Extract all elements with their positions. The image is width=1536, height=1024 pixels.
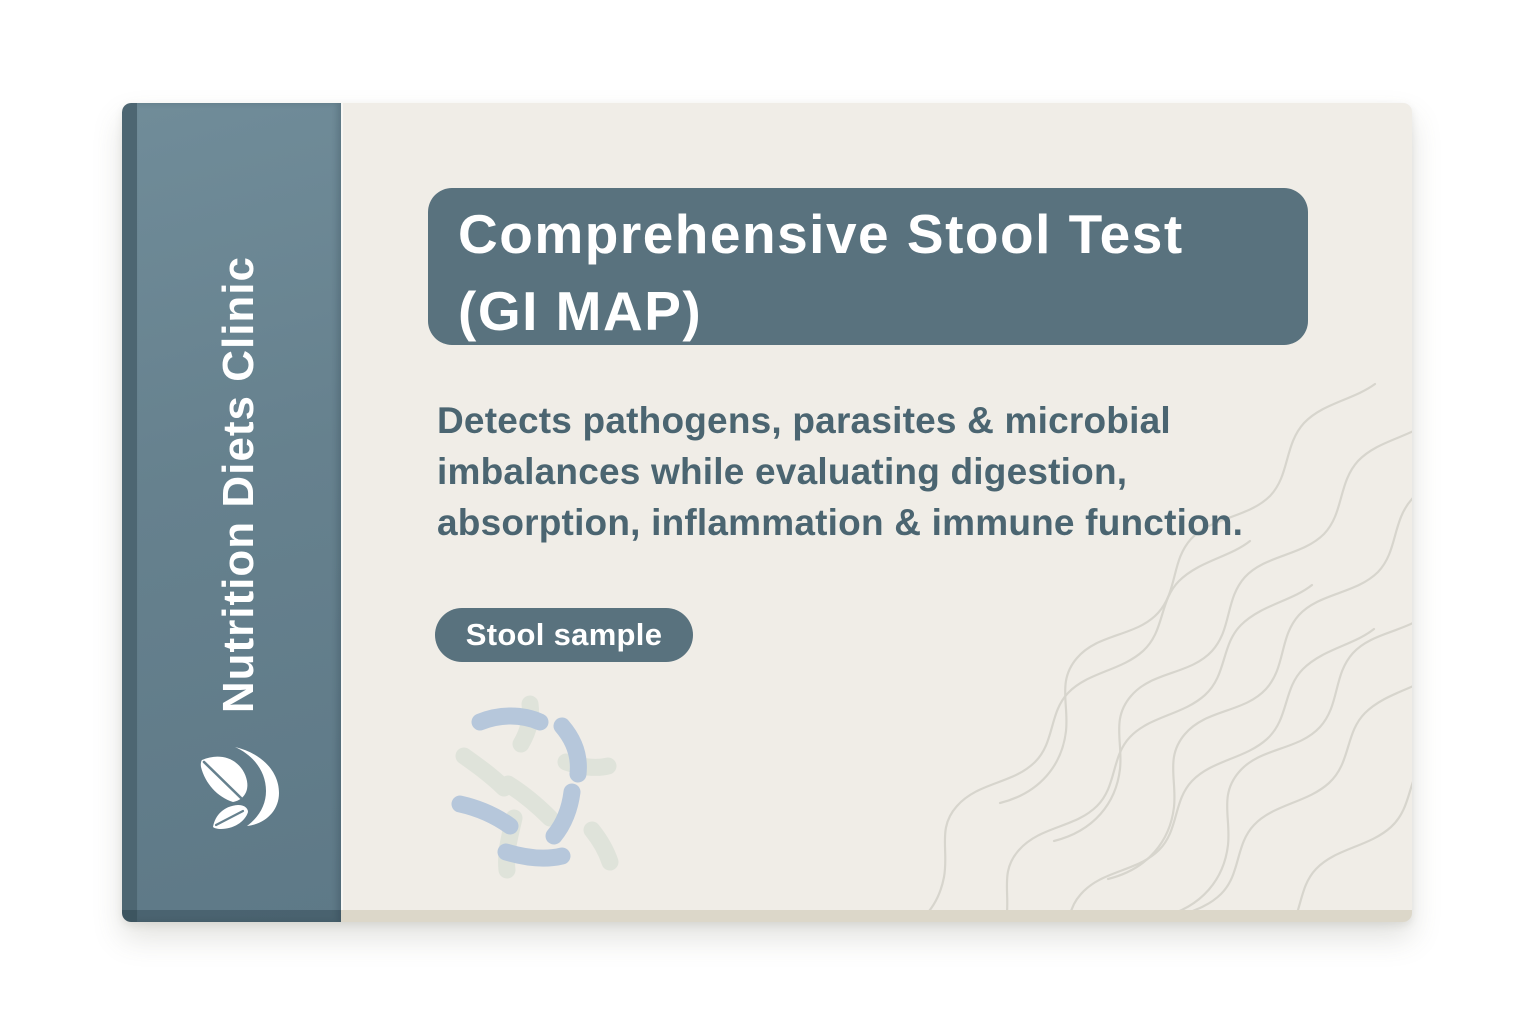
product-box: Nutrition Diets Clinic Comprehensive Sto… bbox=[122, 103, 1412, 922]
description-line: absorption, inflammation & immune functi… bbox=[437, 502, 1244, 543]
brand-name-vertical: Nutrition Diets Clinic bbox=[214, 255, 263, 714]
product-title-line1: Comprehensive Stool Test bbox=[458, 203, 1184, 265]
box-spine bbox=[122, 103, 137, 922]
sample-type-badge: Stool sample bbox=[435, 608, 693, 662]
title-panel: Comprehensive Stool Test (GI MAP) bbox=[428, 188, 1308, 345]
description-line: Detects pathogens, parasites & microbial bbox=[437, 400, 1171, 441]
leaf-swirl-icon bbox=[200, 747, 279, 829]
sample-type-badge-label: Stool sample bbox=[465, 617, 663, 652]
band-bottom-edge bbox=[122, 910, 341, 922]
product-title-line2: (GI MAP) bbox=[458, 280, 703, 342]
box-fold-seam bbox=[341, 103, 343, 922]
bacteria-icon bbox=[451, 695, 619, 879]
box-bottom-edge bbox=[341, 910, 1412, 922]
description-line: imbalances while evaluating digestion, bbox=[437, 451, 1128, 492]
product-description: Detects pathogens, parasites & microbial… bbox=[437, 395, 1243, 548]
